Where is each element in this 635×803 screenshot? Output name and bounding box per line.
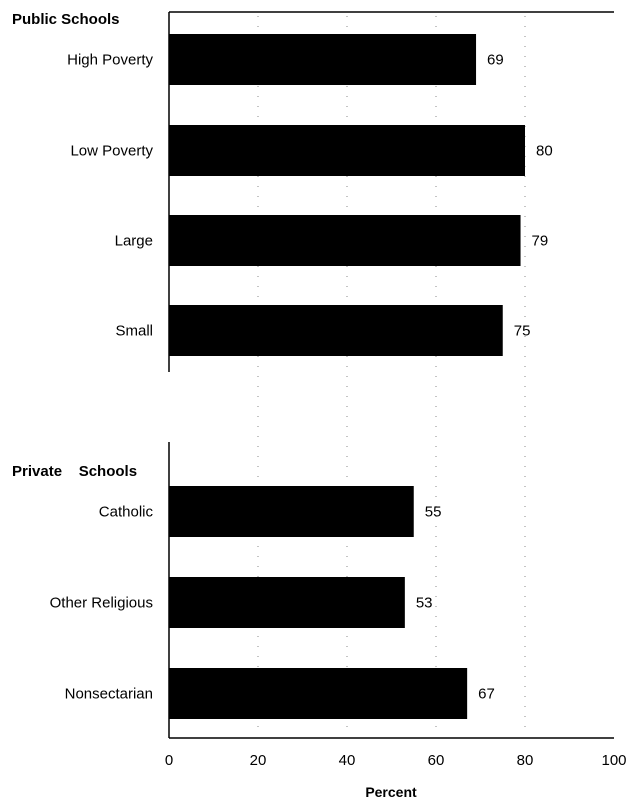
x-axis-title: Percent — [365, 784, 417, 800]
category-label: Other Religious — [50, 595, 153, 612]
bar — [169, 305, 503, 356]
data-label: 79 — [532, 233, 549, 250]
chart-frame — [168, 11, 614, 739]
bar — [169, 668, 468, 719]
x-tick-label: 80 — [517, 752, 534, 769]
category-label: Nonsectarian — [65, 686, 153, 703]
x-axis: 0 20 40 60 80 100 Percent — [165, 752, 627, 800]
bars — [169, 34, 525, 719]
category-label: Large — [115, 233, 153, 250]
category-label: Low Poverty — [70, 143, 153, 160]
bar — [169, 125, 525, 176]
bar — [169, 215, 521, 266]
data-label: 75 — [514, 323, 531, 340]
bar — [169, 34, 477, 85]
data-label: 69 — [487, 52, 504, 69]
data-label: 55 — [425, 504, 442, 521]
x-tick-label: 60 — [428, 752, 445, 769]
data-label: 67 — [478, 686, 495, 703]
group-label: Private Schools — [12, 463, 137, 480]
bar — [169, 577, 405, 628]
category-label: High Poverty — [67, 52, 153, 69]
x-tick-label: 0 — [165, 752, 173, 769]
data-label: 53 — [416, 595, 433, 612]
x-tick-label: 40 — [339, 752, 356, 769]
data-label: 80 — [536, 143, 553, 160]
category-label: Small — [115, 323, 153, 340]
bar — [169, 486, 414, 537]
labels: Public Schools High Poverty 69 Low Poverty 8… — [12, 11, 553, 703]
x-tick-label: 20 — [250, 752, 267, 769]
category-label: Catholic — [99, 504, 154, 521]
x-tick-label: 100 — [601, 752, 626, 769]
group-label: Public Schools — [12, 11, 120, 28]
